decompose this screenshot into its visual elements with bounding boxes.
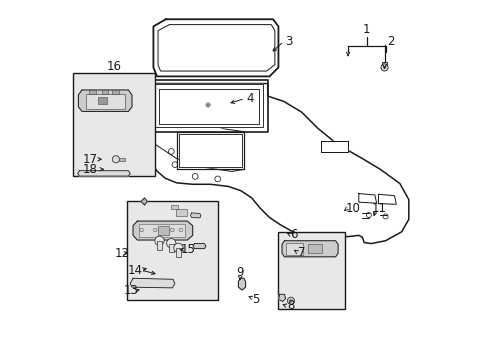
Text: 6: 6 — [289, 228, 297, 241]
Polygon shape — [176, 132, 244, 169]
Text: 13: 13 — [123, 284, 138, 297]
Polygon shape — [153, 19, 278, 76]
Bar — [102, 90, 108, 94]
Bar — [158, 226, 168, 235]
Text: 4: 4 — [246, 92, 253, 105]
Circle shape — [289, 299, 292, 302]
Polygon shape — [133, 221, 192, 240]
Bar — [381, 62, 386, 66]
Text: 10: 10 — [346, 202, 360, 215]
Circle shape — [382, 66, 385, 69]
Text: 16: 16 — [106, 60, 122, 73]
Polygon shape — [282, 241, 337, 257]
Bar — [85, 94, 124, 109]
Polygon shape — [193, 244, 205, 249]
Bar — [171, 205, 178, 209]
Circle shape — [173, 243, 183, 252]
Polygon shape — [78, 171, 130, 176]
Bar — [73, 73, 155, 176]
Polygon shape — [154, 84, 263, 127]
Text: 17: 17 — [82, 153, 98, 166]
Text: 14: 14 — [128, 264, 143, 276]
Text: 18: 18 — [82, 163, 98, 176]
Text: 12: 12 — [115, 247, 130, 260]
Polygon shape — [158, 24, 274, 71]
Bar — [176, 209, 186, 216]
Text: 1: 1 — [362, 23, 370, 36]
Bar — [307, 244, 321, 253]
Text: 11: 11 — [371, 202, 386, 215]
Polygon shape — [190, 213, 201, 218]
Circle shape — [155, 236, 164, 246]
Circle shape — [205, 103, 210, 107]
Polygon shape — [149, 80, 267, 132]
Polygon shape — [378, 194, 395, 204]
Bar — [119, 158, 125, 161]
Polygon shape — [78, 90, 132, 111]
Polygon shape — [358, 194, 376, 203]
Text: 2: 2 — [386, 35, 394, 48]
Bar — [278, 232, 344, 309]
Bar — [89, 90, 95, 94]
Bar — [126, 202, 217, 300]
Polygon shape — [137, 84, 408, 244]
Circle shape — [287, 297, 294, 304]
Bar — [176, 248, 181, 257]
Polygon shape — [321, 141, 347, 152]
Text: 7: 7 — [297, 246, 305, 258]
Bar — [168, 244, 173, 252]
Bar — [112, 90, 119, 94]
Text: 8: 8 — [286, 299, 294, 312]
Text: 9: 9 — [236, 266, 244, 279]
Polygon shape — [179, 134, 241, 167]
Text: 3: 3 — [285, 35, 292, 48]
Polygon shape — [238, 278, 245, 290]
Circle shape — [166, 239, 176, 248]
Circle shape — [380, 64, 387, 71]
Bar — [157, 241, 162, 249]
Circle shape — [112, 156, 119, 163]
Bar — [285, 243, 303, 255]
Polygon shape — [130, 278, 175, 288]
Polygon shape — [141, 198, 147, 205]
Text: 5: 5 — [252, 293, 259, 306]
Bar — [98, 97, 107, 104]
Bar — [139, 224, 184, 237]
Text: 15: 15 — [180, 243, 195, 256]
Polygon shape — [278, 294, 285, 301]
Polygon shape — [159, 89, 258, 123]
